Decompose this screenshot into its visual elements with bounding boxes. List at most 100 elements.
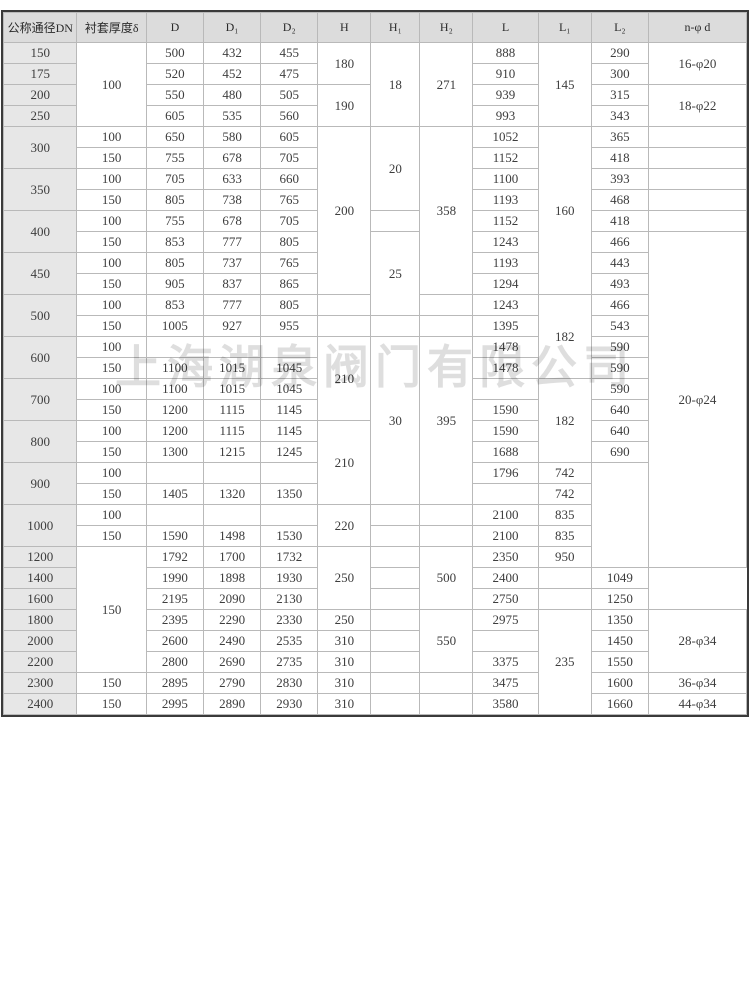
cell-l1: 182 [538,295,591,379]
cell-ndphi: 16-φ20 [648,43,746,85]
cell-d1: 737 [204,253,261,274]
cell-h2: 395 [420,337,473,505]
cell-l1: 235 [538,610,591,715]
cell-d1: 633 [204,169,261,190]
cell-d: 605 [146,106,203,127]
col-header-ndphi: n-φ d [648,13,746,43]
cell-d2: 2330 [261,610,318,631]
cell-d1: 1700 [204,547,261,568]
cell-l2: 418 [591,211,648,232]
cell-d: 1300 [146,442,203,463]
cell-dn: 700 [4,379,77,421]
cell-h2 [420,316,473,337]
cell-d1: 2690 [204,652,261,673]
cell-d1: 738 [204,190,261,211]
cell-ndphi [648,127,746,148]
cell-d: 805 [146,253,203,274]
dimension-table: 公称通径DN 衬套厚度δ D D₁ D₂ H H₁ H₂ L L₁ L₂ n-φ… [3,12,747,715]
cell-dn: 2200 [4,652,77,673]
cell-dn: 1400 [4,568,77,589]
cell-h1 [371,631,420,652]
cell-d: 853 [146,295,203,316]
cell-lining: 150 [77,547,146,673]
cell-l: 3580 [473,694,538,715]
cell-d2: 505 [261,85,318,106]
cell-lining: 100 [77,211,146,232]
cell-d1: 2490 [204,631,261,652]
dimension-table-container: 上海湖泉阀门有限公司 公称通径DN 衬套厚度δ D D₁ D₂ H H₁ H₂ … [1,10,749,717]
cell-d2: 660 [261,169,318,190]
cell-dn: 300 [4,127,77,169]
cell-l: 1100 [473,169,538,190]
cell-lining: 150 [77,274,146,295]
cell-d2 [261,463,318,484]
cell-d1: 777 [204,232,261,253]
cell-d1: 2290 [204,610,261,631]
cell-lining: 150 [77,358,146,379]
cell-lining: 100 [77,43,146,127]
cell-lining: 150 [77,694,146,715]
cell-d2: 1732 [261,547,318,568]
cell-lining: 150 [77,316,146,337]
cell-d: 1200 [146,421,203,442]
cell-l: 1052 [473,127,538,148]
table-row: 400 100 755 678 705 1152 418 [4,211,747,232]
cell-h1: 25 [371,232,420,316]
cell-dn: 250 [4,106,77,127]
cell-d1 [204,463,261,484]
cell-d2: 705 [261,148,318,169]
cell-d2: 805 [261,232,318,253]
cell-lining: 100 [77,337,146,358]
cell-l: 1590 [473,421,538,442]
cell-l: 2100 [473,505,538,526]
col-header-d1: D₁ [204,13,261,43]
cell-h2: 358 [420,127,473,295]
cell-d: 520 [146,64,203,85]
cell-lining: 100 [77,169,146,190]
cell-ndphi [648,148,746,169]
cell-l: 2975 [473,610,538,631]
table-body: 150 100 500 432 455 180 18 271 888 145 290 16-φ20 17… [4,43,747,715]
cell-h [318,295,371,316]
cell-l: 2400 [473,568,538,589]
cell-l2: 543 [591,316,648,337]
cell-d2: 1045 [261,358,318,379]
cell-d: 705 [146,169,203,190]
cell-lining: 100 [77,295,146,316]
cell-l2: 1350 [591,610,648,631]
cell-l: 1243 [473,295,538,316]
cell-d1: 678 [204,211,261,232]
table-row: 300 100 650 580 605 200 20 358 1052 160 365 [4,127,747,148]
col-header-h1: H₁ [371,13,420,43]
cell-d2: 605 [261,127,318,148]
cell-d1: 432 [204,43,261,64]
cell-d: 2195 [146,589,203,610]
cell-l: 2100 [473,526,538,547]
cell-d1: 1115 [204,421,261,442]
cell-l: 888 [473,43,538,64]
cell-ndphi: 28-φ34 [648,610,746,673]
cell-h: 310 [318,631,371,652]
cell-d: 550 [146,85,203,106]
cell-l: 910 [473,64,538,85]
table-row: 150 100 500 432 455 180 18 271 888 145 290 16-φ20 [4,43,747,64]
cell-d2: 1350 [261,484,318,505]
cell-l2: 1550 [591,652,648,673]
cell-d2: 1045 [261,379,318,400]
cell-ndphi [648,211,746,232]
cell-d: 755 [146,148,203,169]
cell-h [318,316,371,337]
cell-l2: 466 [591,232,648,253]
cell-d1: 580 [204,127,261,148]
col-header-dn: 公称通径DN [4,13,77,43]
cell-d1: 1115 [204,400,261,421]
cell-d2: 765 [261,253,318,274]
cell-h1 [371,673,420,694]
cell-d2: 1530 [261,526,318,547]
table-row: 150 853 777 805 25 1243 466 20-φ24 [4,232,747,253]
cell-dn: 450 [4,253,77,295]
cell-l: 2350 [473,547,538,568]
cell-lining: 150 [77,400,146,421]
cell-lining: 100 [77,253,146,274]
col-header-d: D [146,13,203,43]
